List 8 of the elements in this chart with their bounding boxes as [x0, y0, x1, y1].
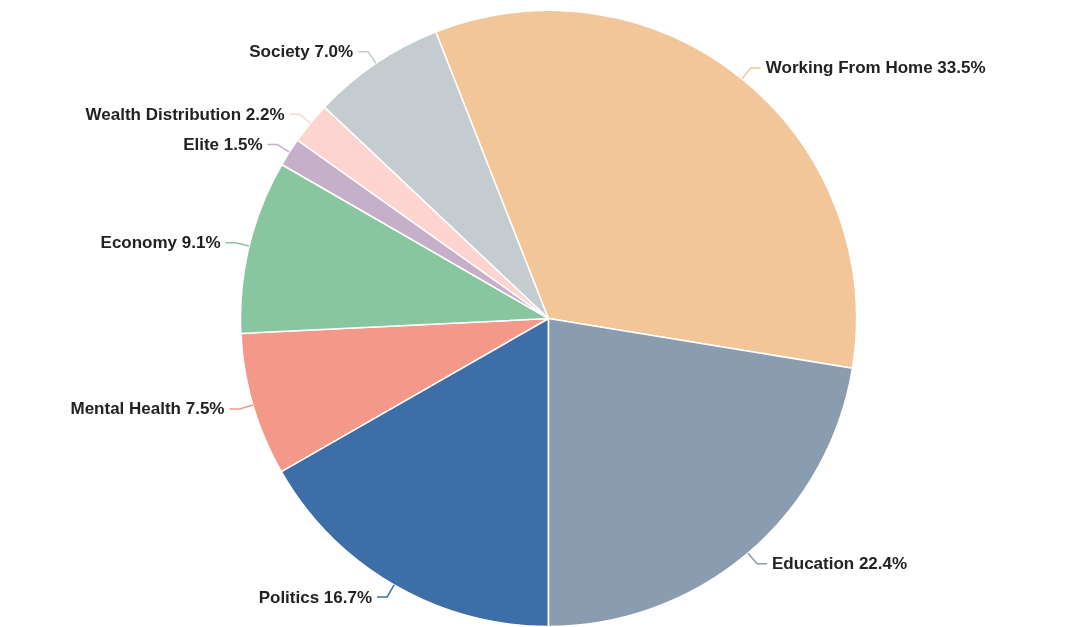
slice-label: Education 22.4% — [772, 554, 908, 574]
slice-label: Economy 9.1% — [100, 233, 221, 253]
slice-label: Society 7.0% — [249, 42, 354, 62]
slice-label: Mental Health 7.5% — [70, 399, 225, 419]
slice-label: Politics 16.7% — [258, 587, 373, 607]
slice-label: Wealth Distribution 2.2% — [85, 104, 285, 124]
slice-label: Elite 1.5% — [183, 135, 263, 155]
slice-label: Working From Home 33.5% — [765, 58, 986, 78]
